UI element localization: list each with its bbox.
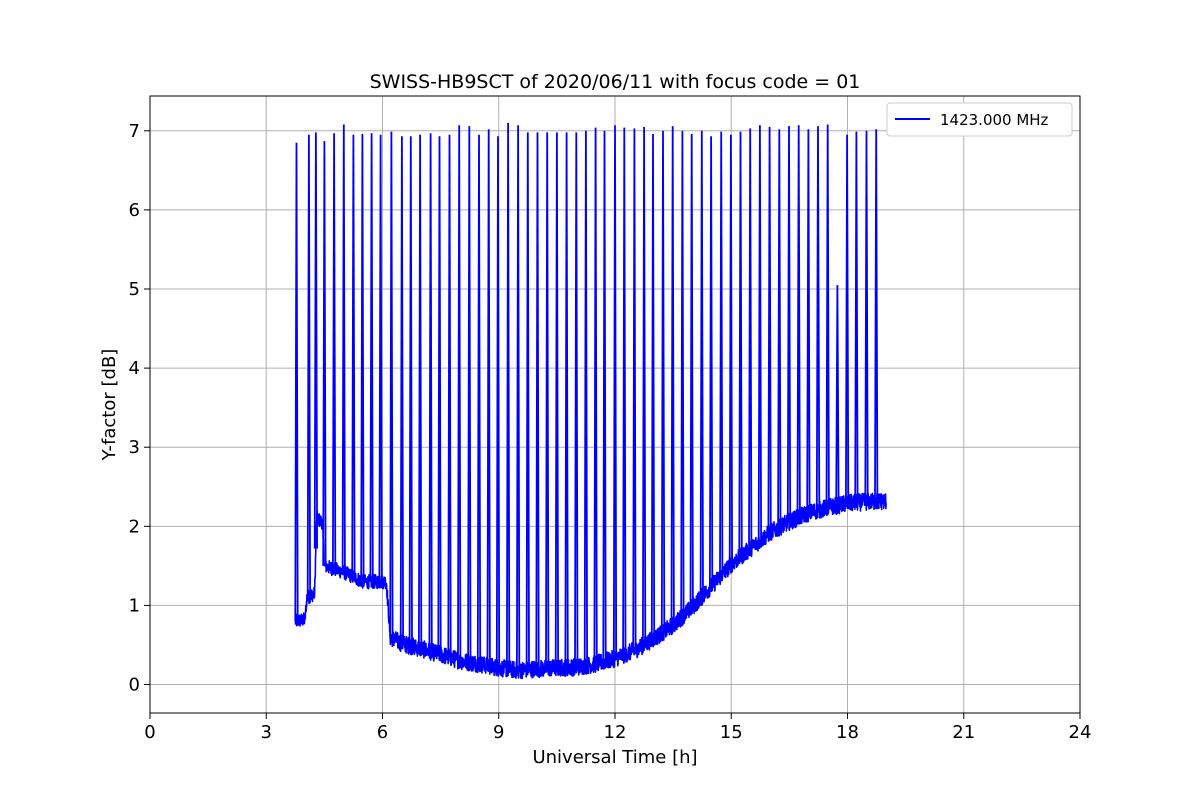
spike-point <box>815 126 821 511</box>
x-tick-label: 6 <box>377 722 388 743</box>
spike-point <box>602 130 607 662</box>
series-layer <box>294 122 887 680</box>
spike-point <box>447 134 452 658</box>
spike-point <box>322 141 327 566</box>
spike-point <box>864 130 869 502</box>
spike-point <box>632 128 637 651</box>
spike-point <box>709 136 714 587</box>
spike-point <box>351 134 356 577</box>
y-axis-label: Y-factor [dB] <box>99 349 120 462</box>
spike-point <box>670 126 675 626</box>
y-tick-label: 2 <box>129 516 140 537</box>
x-tick-label: 15 <box>720 722 743 743</box>
spike-point <box>506 122 511 670</box>
spike-point <box>516 125 521 671</box>
spike-point <box>476 134 482 664</box>
spike-point <box>854 131 859 503</box>
spike-point <box>535 132 540 669</box>
spike-point <box>806 129 811 514</box>
spike-point <box>378 134 383 582</box>
spike-point <box>786 126 792 522</box>
spike-point <box>408 136 413 646</box>
spike-point <box>564 132 569 668</box>
spike-point <box>294 142 299 622</box>
spike-point <box>495 136 501 668</box>
x-axis: 0 3 6 9 12 15 18 21 24 <box>144 713 1091 743</box>
x-tick-label: 21 <box>952 722 975 743</box>
y-tick-label: 0 <box>129 675 140 696</box>
legend-box <box>886 102 1073 137</box>
x-axis-label: Universal Time [h] <box>532 747 697 768</box>
spike-point <box>825 124 830 508</box>
spike-point <box>360 133 365 582</box>
legend-label: 1423.000 MHz <box>940 111 1049 129</box>
spike-point <box>554 132 559 668</box>
spike-point <box>612 125 618 659</box>
spike-point <box>545 132 550 669</box>
spike-point <box>467 126 472 663</box>
spike-point <box>845 134 850 504</box>
spike-point <box>650 133 656 640</box>
spike-point <box>399 136 404 644</box>
spike-point <box>680 130 685 617</box>
x-tick-label: 12 <box>604 722 627 743</box>
spike-point <box>728 134 733 565</box>
spike-point <box>428 133 433 652</box>
chart-title: SWISS-HB9SCT of 2020/06/11 with focus co… <box>370 71 861 93</box>
y-tick-label: 7 <box>129 121 140 142</box>
spike-point <box>306 134 311 597</box>
spike-point <box>389 131 394 638</box>
spike-point <box>748 128 753 549</box>
spike-point <box>777 129 782 528</box>
spike-point <box>660 130 666 633</box>
spike-point <box>593 127 598 665</box>
y-tick-label: 1 <box>129 595 140 616</box>
legend: 1423.000 MHz <box>886 102 1073 137</box>
spike-point <box>757 125 762 541</box>
spike-point <box>642 126 647 645</box>
spike-point <box>525 132 530 670</box>
spike-point <box>457 125 462 661</box>
x-tick-label: 18 <box>836 722 859 743</box>
spike-point <box>874 129 879 502</box>
spike-point <box>835 285 840 506</box>
spike-point <box>699 130 704 597</box>
spike-point <box>583 130 588 666</box>
spike-point <box>689 133 694 608</box>
x-tick-label: 0 <box>144 722 155 743</box>
spike-point <box>437 136 442 655</box>
spike-point <box>719 131 724 576</box>
spike-point <box>622 127 627 655</box>
spike-point <box>738 131 743 557</box>
x-tick-label: 3 <box>261 722 272 743</box>
spike-point <box>332 133 337 570</box>
spike-point <box>767 126 772 534</box>
y-tick-label: 5 <box>129 279 140 300</box>
y-tick-label: 4 <box>129 358 140 379</box>
spike-point <box>418 134 423 649</box>
x-tick-label: 24 <box>1069 722 1092 743</box>
spike-point <box>486 129 491 666</box>
y-axis: 0 1 2 3 4 5 6 7 <box>129 121 150 696</box>
spike-point <box>341 124 346 573</box>
x-tick-label: 9 <box>493 722 504 743</box>
spike-point <box>313 132 318 549</box>
spike-point <box>369 133 374 582</box>
y-tick-label: 6 <box>129 200 140 221</box>
spike-point <box>574 132 579 668</box>
spike-point <box>796 125 801 518</box>
y-tick-label: 3 <box>129 437 140 458</box>
